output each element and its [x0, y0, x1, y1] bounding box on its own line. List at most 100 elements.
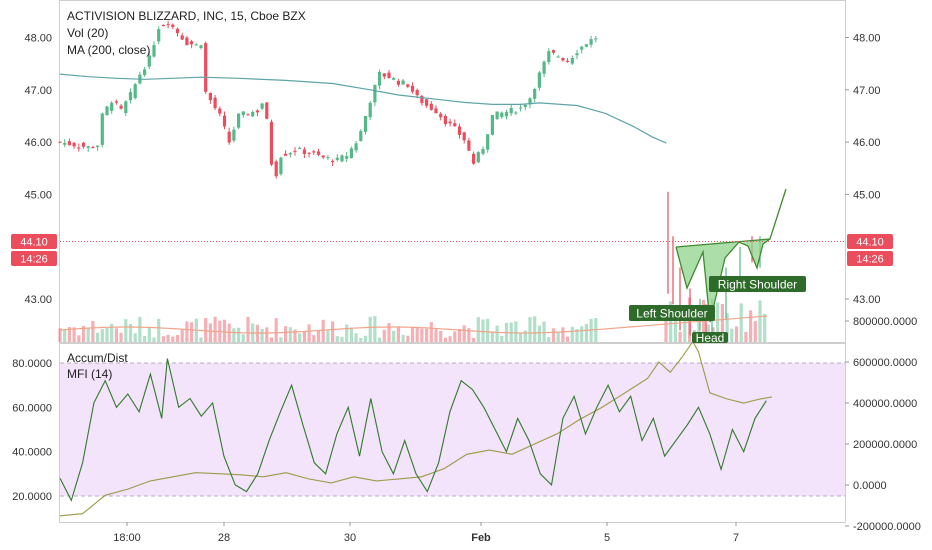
candle-body	[392, 78, 396, 80]
candle-body	[105, 106, 109, 115]
candle-body	[415, 90, 419, 96]
candle-body	[86, 146, 90, 148]
volume-bar	[265, 327, 269, 342]
volume-bar	[368, 316, 372, 342]
candle-body	[91, 147, 95, 149]
volume-bar	[100, 329, 104, 342]
candle-body	[368, 102, 372, 118]
volume-bar	[486, 318, 490, 342]
volume-bar	[533, 316, 537, 342]
candle-body	[406, 84, 410, 87]
candle-body	[157, 29, 161, 42]
candle-body	[429, 103, 433, 110]
volume-bar	[420, 328, 424, 342]
volume-bar	[392, 330, 396, 342]
mfi-legend[interactable]: MFI (14)	[67, 367, 113, 381]
candle-body	[345, 156, 349, 159]
candle-body	[457, 126, 462, 135]
candle-body	[378, 71, 382, 86]
volume-bar	[476, 317, 480, 342]
mfi-tick-label: 80.0000	[12, 358, 52, 370]
candle-body	[227, 131, 231, 143]
pattern-neckline	[675, 238, 771, 248]
candle-body	[500, 112, 504, 118]
moving-average-line	[59, 73, 667, 144]
volume-bar	[241, 334, 245, 342]
candle-body	[331, 160, 335, 163]
candle-body	[274, 161, 278, 177]
candle-body	[185, 37, 189, 46]
volume-bar	[331, 321, 335, 342]
left-price-axis: 43.00 45.00 46.00 47.00 48.00	[24, 33, 52, 307]
candle-body	[161, 24, 165, 27]
volume-bar	[166, 334, 170, 342]
candle-body	[190, 41, 194, 45]
candle-body	[396, 80, 400, 85]
volume-bar	[580, 326, 584, 342]
right-price-axis: 43.00 45.00 46.00 47.00 48.00	[845, 33, 881, 306]
candle-body	[312, 151, 316, 153]
volume-bar	[128, 323, 133, 342]
volume-bar	[434, 329, 438, 342]
volume-bar	[528, 317, 532, 342]
candle-body	[425, 99, 429, 106]
volume-bar	[472, 337, 476, 342]
volume-bar	[570, 326, 574, 342]
symbol-legend[interactable]: ACTIVISION BLIZZARD, INC, 15, Cboe BZX	[67, 9, 306, 23]
candle-body	[260, 103, 264, 109]
candle-body	[570, 57, 574, 64]
volume-bar	[307, 324, 311, 342]
price-tick-label-right: 45.00	[853, 189, 881, 201]
volume-bar	[105, 328, 109, 342]
candle-body	[222, 115, 227, 127]
volume-bar	[439, 330, 443, 342]
volume-legend[interactable]: Vol (20)	[67, 26, 109, 40]
volume-bar	[725, 313, 729, 342]
time-tick-label: Feb	[471, 532, 491, 544]
volume-bar	[462, 325, 466, 342]
volume-bar	[429, 321, 433, 342]
ma-legend[interactable]: MA (200, close)	[67, 43, 151, 57]
candle-body	[340, 155, 344, 162]
candle-body	[533, 89, 537, 99]
price-tick-label-left: 46.00	[24, 137, 52, 149]
time-tick-label: 30	[344, 532, 356, 544]
volume-bar	[758, 300, 762, 342]
candle-body	[288, 153, 292, 155]
candle-body	[307, 152, 311, 154]
mfi-line	[59, 358, 767, 502]
candle-body	[490, 114, 494, 135]
volume-bar	[91, 320, 95, 342]
indicator-right-axis: -200000.0000 0.0000 200000.0000 400000.0000…	[845, 316, 921, 533]
mfi-tick-label: 60.0000	[12, 402, 52, 414]
volume-bar	[481, 319, 485, 342]
volume-bar	[363, 335, 368, 342]
candle-body	[58, 141, 62, 143]
candle-body	[589, 39, 593, 45]
accum-legend[interactable]: Accum/Dist	[67, 351, 128, 365]
candle-body	[481, 148, 485, 154]
volume-bar	[288, 327, 292, 342]
volume-bar	[77, 335, 81, 342]
time-tick-label: 7	[733, 532, 739, 544]
candle-body	[584, 44, 588, 47]
label-right-shoulder: Right Shoulder	[709, 276, 806, 292]
candle-body	[251, 111, 255, 117]
volume-bar	[274, 318, 278, 342]
volume-bar	[335, 336, 339, 342]
candle-body	[448, 121, 452, 124]
candle-body	[566, 60, 570, 63]
volume-bar	[119, 332, 123, 342]
volume-bar	[561, 327, 565, 342]
countdown-left: 14:26	[20, 254, 48, 266]
volume-bar	[453, 331, 457, 342]
candle-body	[420, 95, 424, 104]
volume-bar	[63, 328, 67, 342]
volume-bar	[312, 335, 316, 342]
indicator-left-axis: 20.0000 40.0000 60.0000 80.0000	[12, 358, 52, 503]
mfi-tick-label: 40.0000	[12, 447, 52, 459]
candle-body	[284, 153, 288, 156]
left-shoulder-text: Left Shoulder	[636, 307, 707, 321]
candle-body	[551, 50, 556, 53]
